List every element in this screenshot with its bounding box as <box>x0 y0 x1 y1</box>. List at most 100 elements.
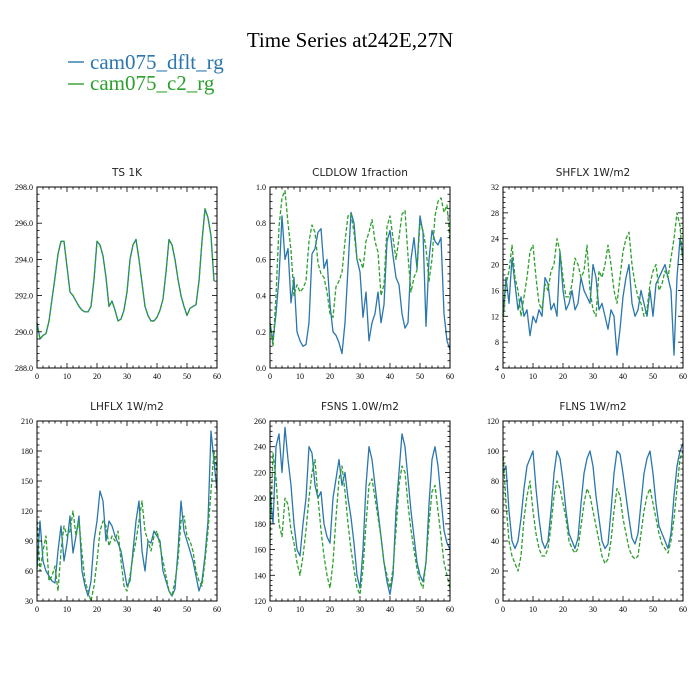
y-tick-label: 290.0 <box>15 328 33 337</box>
series-line-0 <box>36 208 215 340</box>
x-tick-label: 50 <box>416 605 424 614</box>
plot-frame <box>502 420 684 602</box>
x-tick-label: 60 <box>446 605 454 614</box>
x-tick-label: 50 <box>416 372 424 381</box>
y-tick-label: 160 <box>254 546 266 555</box>
panel-3: LHFLX 1W/m2 0 10 20 30 40 50 60 30 60 90 120 150 180 2… <box>21 401 221 614</box>
y-tick-label: 292.0 <box>15 292 33 301</box>
panel-title: TS 1K <box>111 167 143 179</box>
panel-title: FSNS 1.0W/m2 <box>321 401 399 413</box>
plot-frame <box>269 420 451 602</box>
series-line-1 <box>36 450 218 602</box>
panel-2: SHFLX 1W/m2 0 10 20 30 40 50 60 4 8 12 16 20 24 28 32 <box>491 167 687 381</box>
panel-4: FSNS 1.0W/m2 0 10 20 30 40 50 60 120 140 160 180 200… <box>254 401 454 614</box>
plot-frame <box>36 186 218 369</box>
x-tick-label: 40 <box>153 605 161 614</box>
panel-title: SHFLX 1W/m2 <box>556 167 631 179</box>
y-tick-label: 8 <box>495 338 499 347</box>
panel-5: FLNS 1W/m2 0 10 20 30 40 50 60 0 20 40 60 80 100 120 <box>487 401 687 614</box>
y-tick-label: 30 <box>25 597 33 606</box>
series-line-0 <box>502 238 684 356</box>
x-tick-label: 50 <box>183 605 191 614</box>
x-tick-label: 0 <box>501 605 505 614</box>
y-tick-label: 80 <box>491 477 499 486</box>
x-tick-label: 40 <box>386 605 394 614</box>
x-tick-label: 30 <box>123 372 131 381</box>
series-line-0 <box>36 430 218 597</box>
y-tick-label: 150 <box>21 477 33 486</box>
x-tick-label: 60 <box>213 372 221 381</box>
x-tick-label: 0 <box>268 605 272 614</box>
y-tick-label: 20 <box>491 567 499 576</box>
y-tick-label: 210 <box>21 417 33 426</box>
y-tick-label: 120 <box>254 597 266 606</box>
y-tick-label: 60 <box>25 567 33 576</box>
series-line-1 <box>502 450 684 572</box>
y-tick-label: 0.2 <box>256 328 266 337</box>
panel-1: CLDLOW 1fraction 0 10 20 30 40 50 60 0.0 0.2 0.4 0.… <box>256 167 454 381</box>
legend: cam075_dflt_rg cam075_c2_rg <box>68 50 224 95</box>
y-tick-label: 24 <box>491 235 499 244</box>
y-tick-label: 100 <box>487 447 499 456</box>
y-tick-label: 20 <box>491 261 499 270</box>
x-tick-label: 10 <box>529 605 537 614</box>
x-tick-label: 0 <box>268 372 272 381</box>
panels: TS 1K0 10 20 30 40 50 60288.0290.0292.0294.029… <box>15 167 687 614</box>
series-line-1 <box>269 452 451 596</box>
x-tick-label: 20 <box>326 605 334 614</box>
series-line-1 <box>36 208 215 340</box>
y-tick-label: 220 <box>254 468 266 477</box>
y-tick-label: 90 <box>25 537 33 546</box>
x-tick-label: 30 <box>356 372 364 381</box>
y-tick-label: 260 <box>254 417 266 426</box>
x-tick-label: 40 <box>619 372 627 381</box>
y-tick-label: 180 <box>254 520 266 529</box>
series-line-0 <box>269 426 451 596</box>
x-tick-label: 0 <box>35 372 39 381</box>
y-tick-label: 0.6 <box>256 255 266 264</box>
legend-label-dflt: cam075_dflt_rg <box>90 50 224 74</box>
x-tick-label: 60 <box>446 372 454 381</box>
series-line-1 <box>269 189 451 347</box>
y-tick-label: 4 <box>495 364 499 373</box>
panel-title: LHFLX 1W/m2 <box>90 401 164 413</box>
x-tick-label: 0 <box>501 372 505 381</box>
y-tick-label: 120 <box>487 417 499 426</box>
series-line-0 <box>269 211 451 355</box>
plot-frame <box>36 420 218 602</box>
y-tick-label: 240 <box>254 443 266 452</box>
x-tick-label: 30 <box>356 605 364 614</box>
panel-title: FLNS 1W/m2 <box>559 401 626 413</box>
y-tick-label: 60 <box>491 507 499 516</box>
y-tick-label: 0 <box>495 597 499 606</box>
panel-0: TS 1K 0 10 20 30 40 50 60 288.0 290.0 292.0 294.0 29… <box>15 167 221 381</box>
x-tick-label: 10 <box>63 605 71 614</box>
y-tick-label: 12 <box>491 312 499 321</box>
series-line-0 <box>502 443 684 550</box>
y-tick-label: 288.0 <box>15 364 33 373</box>
x-tick-label: 60 <box>679 372 687 381</box>
y-tick-label: 1.0 <box>256 183 266 192</box>
y-tick-label: 40 <box>491 537 499 546</box>
figure-title: Time Series at242E,27N <box>247 28 453 52</box>
x-tick-label: 50 <box>183 372 191 381</box>
y-tick-label: 294.0 <box>15 255 33 264</box>
x-tick-label: 10 <box>296 605 304 614</box>
x-tick-label: 30 <box>123 605 131 614</box>
y-tick-label: 0.0 <box>256 364 266 373</box>
y-tick-label: 28 <box>491 209 499 218</box>
y-tick-label: 32 <box>491 183 499 192</box>
y-tick-label: 120 <box>21 507 33 516</box>
y-tick-label: 0.4 <box>256 292 266 301</box>
y-tick-label: 0.8 <box>256 219 266 228</box>
x-tick-label: 60 <box>679 605 687 614</box>
plot-frame <box>502 186 684 369</box>
x-tick-label: 40 <box>153 372 161 381</box>
x-tick-label: 50 <box>649 605 657 614</box>
panel-title: CLDLOW 1fraction <box>312 167 408 179</box>
x-tick-label: 10 <box>63 372 71 381</box>
x-tick-label: 20 <box>559 605 567 614</box>
x-tick-label: 20 <box>93 605 101 614</box>
x-tick-label: 20 <box>93 372 101 381</box>
